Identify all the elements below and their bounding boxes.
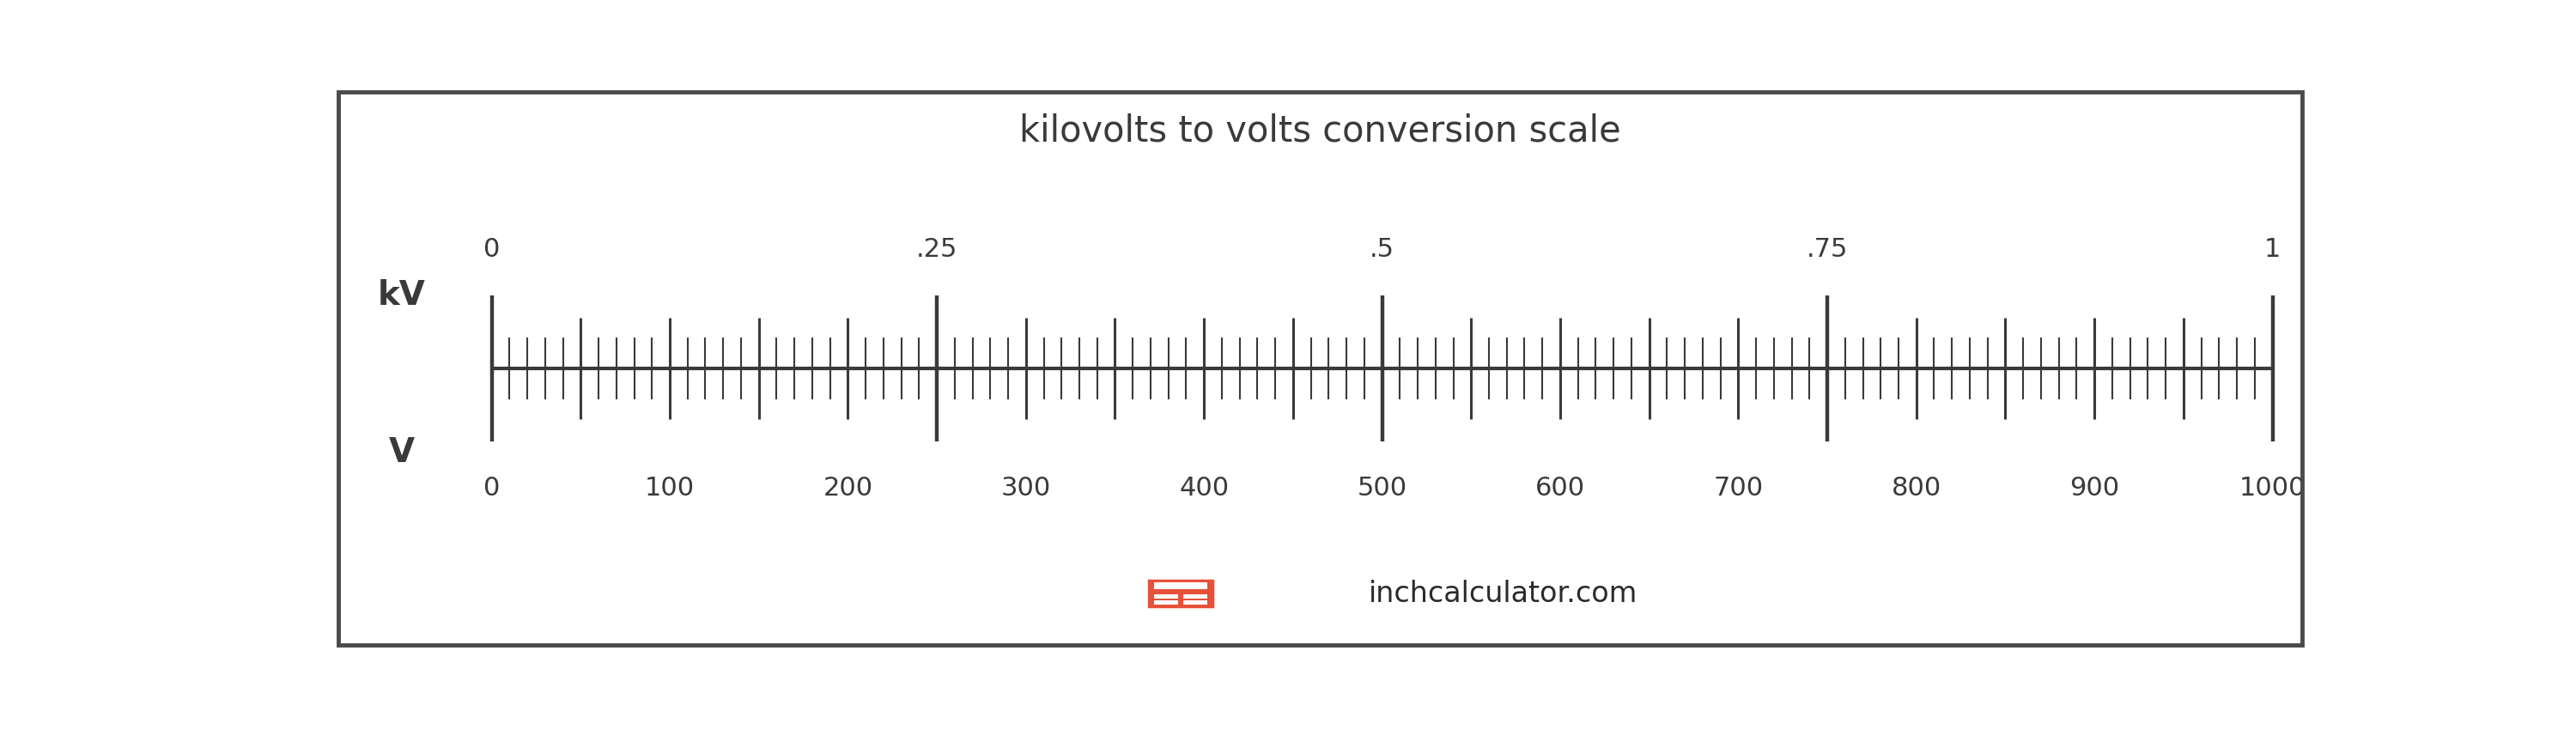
Text: 0: 0 [484, 237, 500, 262]
Text: V: V [389, 437, 415, 469]
Text: 400: 400 [1180, 475, 1229, 500]
Text: 300: 300 [1002, 475, 1051, 500]
Text: 200: 200 [822, 475, 873, 500]
Bar [1149, 581, 1213, 606]
Text: .75: .75 [1806, 237, 1847, 262]
Text: 100: 100 [644, 475, 696, 500]
Text: inchcalculator.com: inchcalculator.com [1368, 580, 1638, 607]
Text: .25: .25 [917, 237, 958, 262]
Text: kilovolts to volts conversion scale: kilovolts to volts conversion scale [1020, 113, 1620, 149]
Text: 1: 1 [2264, 237, 2280, 262]
Text: 600: 600 [1535, 475, 1584, 500]
Text: .5: .5 [1370, 237, 1394, 262]
Bar [1182, 594, 1208, 599]
Text: 0: 0 [484, 475, 500, 500]
Text: 900: 900 [2069, 475, 2120, 500]
Text: 700: 700 [1713, 475, 1762, 500]
Text: 1000: 1000 [2239, 475, 2306, 500]
Bar [1182, 600, 1208, 604]
Bar [1154, 583, 1208, 589]
Bar [1154, 600, 1177, 604]
Text: 500: 500 [1358, 475, 1406, 500]
Text: 800: 800 [1891, 475, 1942, 500]
Text: kV: kV [379, 280, 425, 312]
Bar [1154, 594, 1177, 599]
